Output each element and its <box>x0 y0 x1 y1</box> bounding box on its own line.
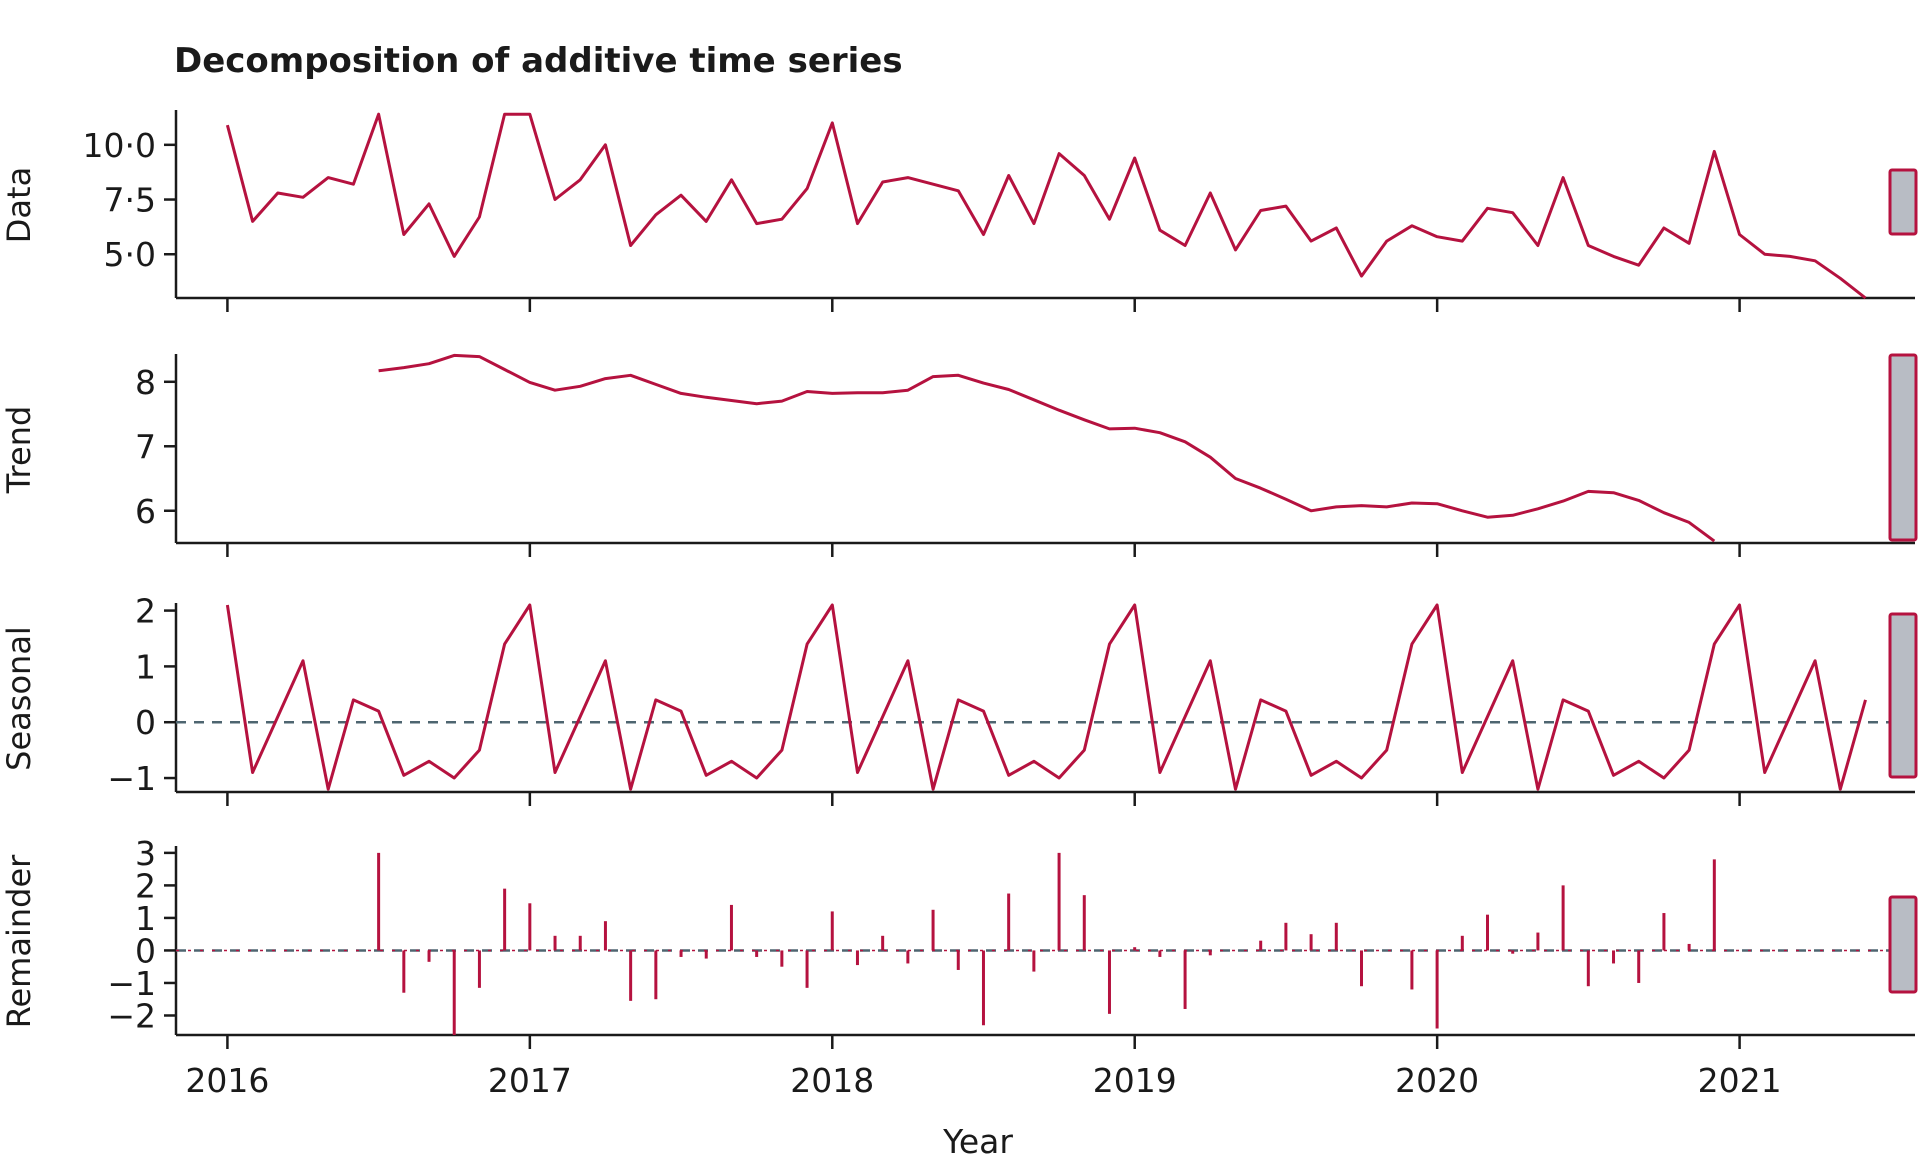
series-line-seasonal <box>225 603 1867 791</box>
y-tick-label: 1 <box>135 647 156 686</box>
y-tick-label: 0 <box>135 703 156 742</box>
scale-bar <box>1888 353 1918 542</box>
y-tick-label: −1 <box>107 964 156 1003</box>
y-tick-label: 10·0 <box>83 126 156 165</box>
y-tick-label: 6 <box>135 492 156 531</box>
panel-label: Seasonal <box>0 626 38 771</box>
x-tick-label: 2020 <box>1395 1061 1479 1100</box>
y-tick-label: 0 <box>135 931 156 970</box>
x-tick-label: 2016 <box>185 1061 269 1100</box>
y-tick-label: 5·0 <box>104 235 156 274</box>
series-line-trend <box>378 353 1716 543</box>
x-axis: 2016 2017 2018 2019 2020 2021 <box>185 1061 1781 1100</box>
scale-bar <box>1888 168 1918 236</box>
scale-bar <box>1888 895 1918 994</box>
y-tick-label: 7·5 <box>104 181 156 220</box>
y-tick-label: 3 <box>135 834 156 873</box>
panel-label: Trend <box>0 406 38 495</box>
panel-trend: 6 7 8 Trend <box>0 353 1918 557</box>
x-tick-label: 2021 <box>1698 1061 1782 1100</box>
x-axis-label: Year <box>942 1122 1013 1158</box>
y-tick-label: −2 <box>107 996 156 1035</box>
x-tick-label: 2017 <box>488 1061 572 1100</box>
panels-group: 5·07·510·0Data678Trend−1012Seasonal−2−10… <box>0 110 1918 1049</box>
panel-data: 5·0 7·5 10·0 Data <box>0 110 1918 312</box>
panel-label: Data <box>0 167 38 243</box>
panel-seasonal: −1 0 1 2 Seasonal <box>0 592 1918 806</box>
scale-bar <box>1888 612 1918 779</box>
y-tick-label: 2 <box>135 866 156 905</box>
y-tick-label: 1 <box>135 899 156 938</box>
y-tick-label: 2 <box>135 592 156 631</box>
x-tick-label: 2018 <box>790 1061 874 1100</box>
x-tick-label: 2019 <box>1093 1061 1177 1100</box>
series-line-data <box>225 112 1867 300</box>
chart-title: Decomposition of additive time series <box>174 41 903 81</box>
y-tick-label: −1 <box>107 759 156 798</box>
y-tick-label: 8 <box>135 363 156 402</box>
panel-label: Remainder <box>0 854 38 1028</box>
y-tick-label: 7 <box>135 427 156 466</box>
